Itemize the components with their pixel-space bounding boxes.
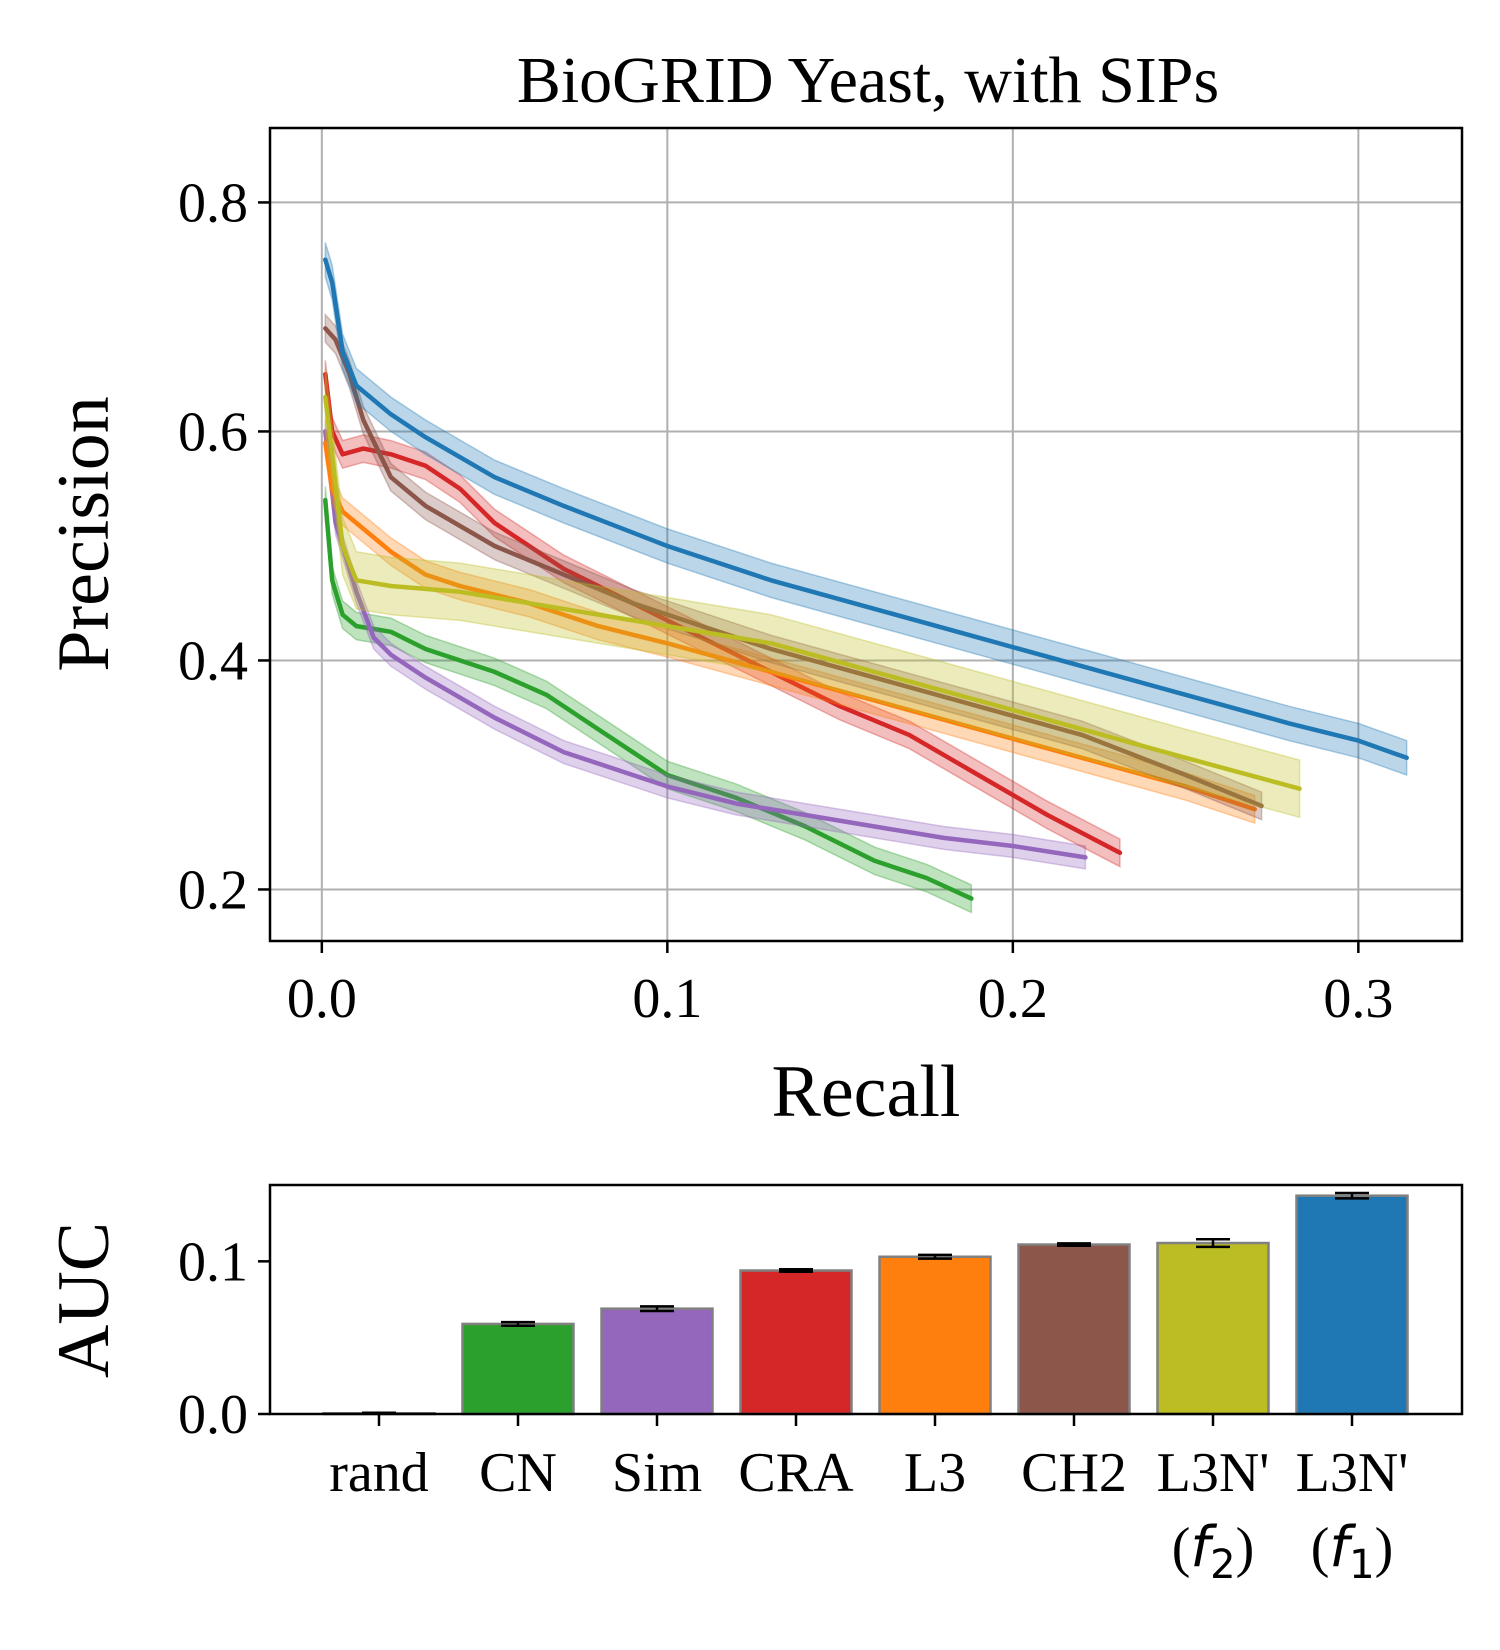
auc-bar [878,1255,992,1416]
y-tick-label: 0.4 [178,630,248,692]
auc-x-tick-sublabel: (f1) [1311,1515,1393,1588]
auc-bar [600,1307,714,1416]
series-confidence-band [324,242,1408,777]
series-confidence-band [324,419,1087,870]
chart-title: BioGRID Yeast, with SIPs [517,44,1219,117]
series-line [323,257,1409,761]
top-series [323,242,1409,914]
auc-bar [461,1322,575,1416]
auc-bar [1156,1241,1270,1416]
top-axes-frame [268,126,1464,943]
auc-x-tick-sublabel: (f2) [1172,1515,1254,1588]
auc-x-tick-label: rand [329,1442,429,1504]
y-tick-label: 0.8 [178,172,248,234]
series-line [323,497,974,901]
top-ticks: 0.0 0.1 0.2 0.3 0.2 0.4 0.6 0.8 [178,172,1393,1030]
auc-y-tick-label: 0.0 [178,1384,248,1446]
bottom-axes-frame [268,1183,1464,1416]
auc-axis-label: AUC [43,1222,125,1378]
series-line [323,429,1088,860]
auc-bar [739,1269,853,1416]
auc-x-tick-label: CH2 [1021,1442,1127,1504]
auc-x-tick-label: L3N' [1157,1442,1270,1504]
series-line [323,440,1257,812]
x-axis-label: Recall [771,1051,960,1133]
series-confidence-band [324,368,1301,819]
auc-x-tick-label: CN [479,1442,557,1504]
auc-bar [1295,1194,1409,1416]
auc-x-tick-label: L3 [904,1442,966,1504]
series-line [323,394,1302,791]
x-tick-label: 0.2 [978,968,1048,1030]
auc-y-tick-label: 0.1 [178,1231,248,1293]
bar-group [322,1191,1409,1416]
series-line [323,326,1264,809]
auc-bar [1017,1243,1131,1416]
series-confidence-band [324,429,1256,825]
x-tick-label: 0.3 [1323,968,1393,1030]
auc-x-tick-label: CRA [738,1442,854,1504]
top-grid [270,128,1462,941]
y-tick-label: 0.6 [178,401,248,463]
series-line [323,371,1123,856]
bottom-ticks: 0.0 0.1 rand CN Sim CRA L3 CH2 L3N' (f2) L3N' (f1) [178,1231,1408,1588]
auc-x-tick-label: Sim [612,1442,702,1504]
x-tick-label: 0.1 [632,968,702,1030]
x-tick-label: 0.0 [287,968,357,1030]
y-tick-label: 0.2 [178,859,248,921]
auc-x-tick-label: L3N' [1296,1442,1409,1504]
y-axis-label: Precision [43,396,125,671]
